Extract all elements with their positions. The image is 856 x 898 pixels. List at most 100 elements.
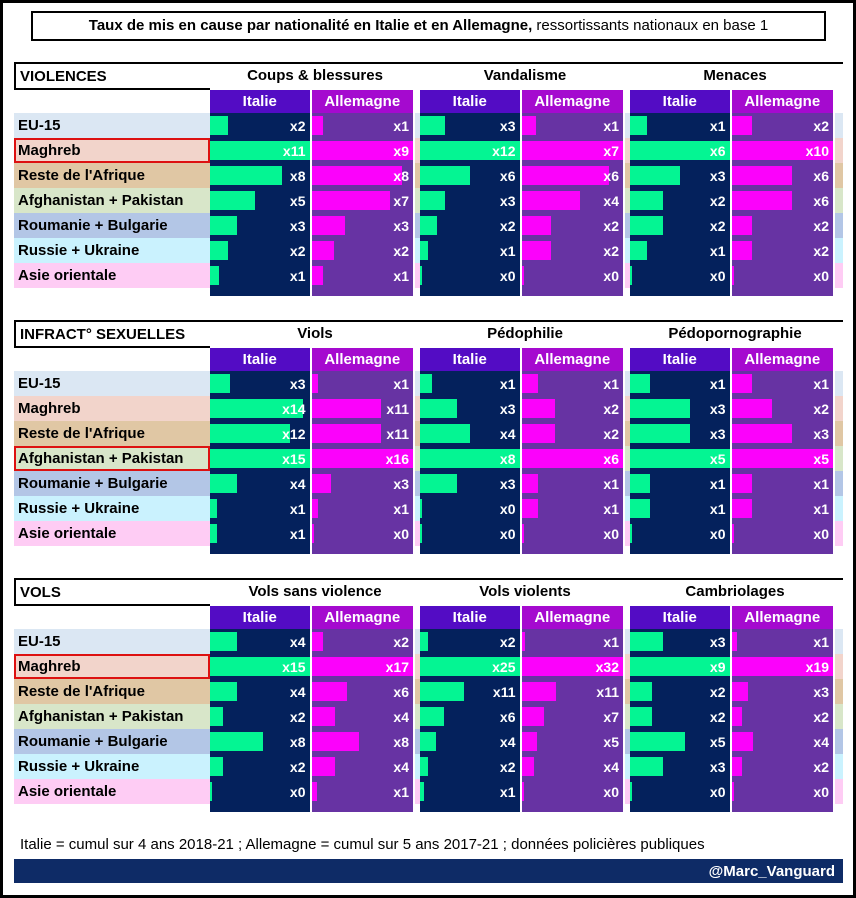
allemagne-cell: x2 xyxy=(311,238,413,263)
edge-strip xyxy=(840,371,843,396)
edge-strip xyxy=(840,163,843,188)
italie-bar xyxy=(420,166,470,185)
chart-header-group: Italie Allemagne xyxy=(210,90,415,113)
italie-cell: x3 xyxy=(210,213,312,238)
allemagne-value-label: x4 xyxy=(603,192,619,209)
italie-bar xyxy=(420,116,445,135)
italie-bar xyxy=(420,757,428,776)
credit-band: @Marc_Vanguard xyxy=(14,859,843,883)
italie-bar xyxy=(210,241,229,260)
chart-header-group: Italie Allemagne xyxy=(420,90,625,113)
pad-spacer xyxy=(14,288,210,296)
italie-bar xyxy=(210,732,264,751)
italie-value-label: x2 xyxy=(289,117,306,134)
allemagne-bar xyxy=(311,657,413,676)
chart-title: Vols violents xyxy=(479,583,571,600)
allemagne-bar xyxy=(311,732,360,751)
italie-bar xyxy=(420,424,470,443)
data-row: Asie orientale x0 x1 x1 x0 x0 x0 xyxy=(14,779,843,804)
italie-value-label: x1 xyxy=(289,525,306,542)
chart-group: x1 x0 xyxy=(420,779,625,804)
row-label: EU-15 xyxy=(18,633,61,650)
allemagne-bar xyxy=(731,266,734,285)
italie-bar xyxy=(630,524,632,543)
allemagne-bar xyxy=(731,449,833,468)
main-title-bold: Taux de mis en cause par nationalité en … xyxy=(88,17,533,34)
allemagne-cell: x4 xyxy=(311,704,413,729)
italie-cell: x2 xyxy=(420,754,522,779)
italie-value-label: x1 xyxy=(709,242,726,259)
chart-group: x0 x1 xyxy=(210,779,415,804)
italie-cell: x1 xyxy=(630,471,732,496)
allemagne-cell: x3 xyxy=(731,421,833,446)
allemagne-cell: x6 xyxy=(731,163,833,188)
chart-group: x0 x0 xyxy=(630,263,835,288)
allemagne-value-label: x4 xyxy=(393,708,409,725)
allemagne-cell: x0 xyxy=(521,779,623,804)
pad-italie xyxy=(420,288,522,296)
italie-bar xyxy=(210,524,217,543)
allemagne-cell: x2 xyxy=(521,396,623,421)
allemagne-cell: x1 xyxy=(311,371,413,396)
italie-value-label: x2 xyxy=(499,758,516,775)
italie-bar xyxy=(630,424,690,443)
chart-group: x6 x10 xyxy=(630,138,835,163)
italie-bar xyxy=(210,374,230,393)
row-label: Roumanie + Bulgarie xyxy=(18,733,168,750)
allemagne-value-label: x7 xyxy=(603,142,619,159)
allemagne-bar xyxy=(311,116,323,135)
italie-cell: x4 xyxy=(420,421,522,446)
italie-column-header: Italie xyxy=(210,90,312,113)
pad-italie xyxy=(630,288,732,296)
row-label: Asie orientale xyxy=(18,267,117,284)
chart-title: Menaces xyxy=(703,67,767,84)
pad-allemagne xyxy=(521,288,623,296)
pad-allemagne xyxy=(311,546,413,554)
italie-bar xyxy=(210,682,237,701)
data-row: Afghanistan + Pakistan x15 x16 x8 x6 x5 x5 xyxy=(14,446,843,471)
pad-italie xyxy=(630,804,732,812)
allemagne-cell: x1 xyxy=(521,629,623,654)
italie-bar xyxy=(630,216,664,235)
italie-bar xyxy=(420,191,445,210)
pad-allemagne xyxy=(311,804,413,812)
allemagne-value-label: x1 xyxy=(813,633,829,650)
italie-bar xyxy=(420,216,437,235)
chart-group: x25 x32 xyxy=(420,654,625,679)
italie-value-label: x0 xyxy=(499,500,516,517)
edge-strip xyxy=(840,213,843,238)
italie-bar xyxy=(420,399,458,418)
chart-group: x3 x3 xyxy=(630,421,835,446)
column-header-spacer xyxy=(14,348,210,371)
italie-cell: x1 xyxy=(630,371,732,396)
italie-cell: x15 xyxy=(210,654,312,679)
italie-bar xyxy=(420,682,464,701)
allemagne-cell: x1 xyxy=(521,471,623,496)
italie-value-label: x5 xyxy=(709,450,726,467)
data-row: Maghreb x14 x11 x3 x2 x3 x2 xyxy=(14,396,843,421)
allemagne-bar xyxy=(521,374,539,393)
allemagne-cell: x17 xyxy=(311,654,413,679)
chart-group: x5 x7 xyxy=(210,188,415,213)
italie-cell: x3 xyxy=(420,396,522,421)
italie-cell: x4 xyxy=(210,629,312,654)
chart-group: x4 x2 xyxy=(210,629,415,654)
italie-bar xyxy=(420,632,428,651)
italie-bar xyxy=(210,707,224,726)
pad-italie xyxy=(420,804,522,812)
chart-group: x12 x11 xyxy=(210,421,415,446)
italie-bar xyxy=(210,632,237,651)
edge-strip xyxy=(840,521,843,546)
pad-allemagne xyxy=(731,546,833,554)
allemagne-bar xyxy=(731,524,734,543)
row-label: Reste de l'Afrique xyxy=(18,167,145,184)
italie-value-label: x1 xyxy=(289,267,306,284)
chart-group: x1 x1 xyxy=(630,496,835,521)
italie-bar xyxy=(420,449,520,468)
allemagne-cell: x8 xyxy=(311,729,413,754)
edge-strip xyxy=(840,804,843,812)
allemagne-cell: x7 xyxy=(521,138,623,163)
allemagne-cell: x0 xyxy=(731,263,833,288)
allemagne-bar xyxy=(311,166,402,185)
data-row: Afghanistan + Pakistan x5 x7 x3 x4 x2 x6 xyxy=(14,188,843,213)
